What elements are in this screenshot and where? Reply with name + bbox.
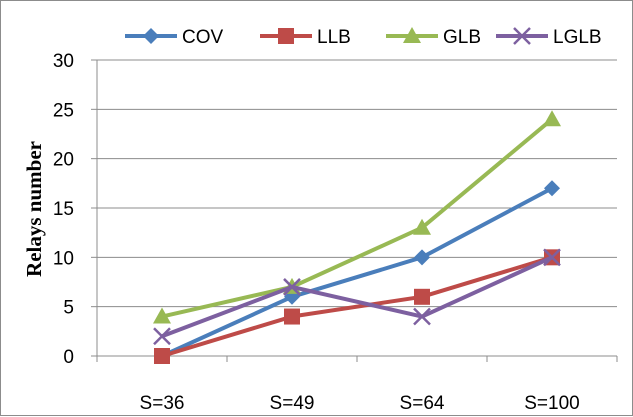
- axes: [96, 60, 618, 362]
- data-point: [143, 28, 159, 44]
- x-tick-label: S=64: [400, 393, 445, 414]
- data-point: [413, 218, 431, 235]
- legend-item-llb: LLB: [260, 27, 351, 48]
- legend-item-cov: COV: [125, 27, 224, 48]
- x-marker-stroke: [543, 248, 561, 267]
- y-tick-label: 10: [53, 248, 74, 269]
- y-tick-label: 30: [53, 51, 74, 72]
- data-point: [513, 27, 531, 45]
- data-point: [153, 327, 171, 346]
- y-tick-label: 20: [53, 150, 74, 171]
- data-point: [283, 278, 301, 296]
- legend-label: GLB: [443, 27, 481, 48]
- series-group: [153, 110, 561, 364]
- legend-label: LGLB: [553, 27, 602, 48]
- series-line: [161, 186, 553, 358]
- series-line: [161, 117, 554, 319]
- y-tick-label: 25: [53, 100, 74, 121]
- y-tick-label: 15: [53, 199, 74, 220]
- gridlines: [91, 59, 617, 357]
- x-tick-labels: S=36 S=49 S=64 S=100: [140, 393, 580, 414]
- x-tick-label: S=49: [270, 393, 315, 414]
- series-line: [161, 255, 553, 358]
- data-point: [414, 288, 430, 305]
- data-point: [153, 307, 171, 324]
- legend-label: COV: [182, 27, 224, 48]
- y-tick-label: 0: [63, 347, 74, 368]
- data-point: [284, 308, 300, 325]
- legend-item-lglb: LGLB: [496, 27, 602, 48]
- y-axis-label: Relays number: [22, 141, 46, 277]
- x-marker-stroke: [413, 307, 431, 326]
- y-tick-label: 5: [63, 298, 74, 319]
- data-point: [544, 180, 560, 197]
- x-marker-stroke: [153, 327, 171, 346]
- legend-item-glb: GLB: [386, 27, 481, 48]
- data-point: [154, 348, 170, 364]
- legend-label: LLB: [317, 27, 351, 48]
- series-lglb: [153, 248, 561, 346]
- data-point: [414, 249, 430, 266]
- x-marker-stroke: [513, 27, 531, 45]
- data-point: [543, 110, 561, 127]
- series-line: [161, 255, 553, 339]
- x-tick-label: S=36: [140, 393, 185, 414]
- data-point: [413, 307, 431, 326]
- x-marker-stroke: [283, 278, 301, 296]
- data-point: [543, 248, 561, 267]
- legend: COV LLB GLB LGLB: [125, 27, 602, 48]
- data-point: [403, 27, 421, 43]
- y-tick-labels: 0 5 10 15 20 25 30: [53, 51, 74, 368]
- x-tick-label: S=100: [524, 393, 579, 414]
- data-point: [278, 28, 294, 44]
